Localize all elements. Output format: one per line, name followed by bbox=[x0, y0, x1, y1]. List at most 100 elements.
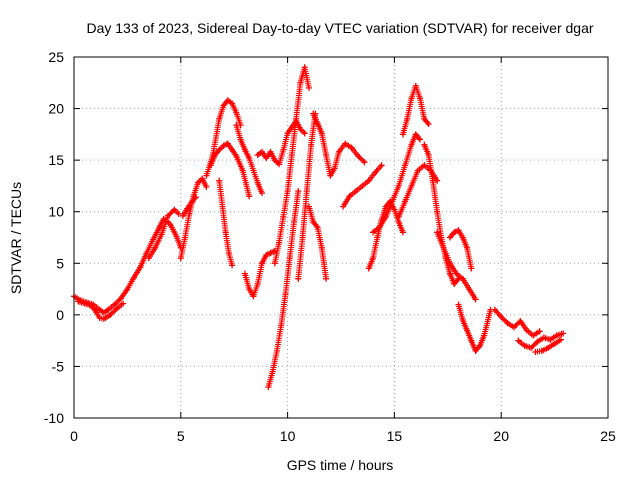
data-point bbox=[472, 347, 479, 354]
data-point bbox=[271, 157, 278, 164]
series-sat-a bbox=[71, 215, 184, 316]
data-point bbox=[558, 336, 565, 343]
data-point bbox=[327, 172, 334, 179]
data-point bbox=[216, 146, 223, 153]
data-point bbox=[222, 229, 229, 236]
data-point bbox=[459, 317, 466, 324]
data-point bbox=[305, 84, 312, 91]
data-point bbox=[310, 110, 317, 117]
data-point bbox=[75, 298, 82, 305]
data-point bbox=[233, 109, 240, 116]
data-point bbox=[81, 300, 88, 307]
data-point bbox=[305, 203, 312, 210]
data-point bbox=[192, 194, 199, 201]
series-sat-m bbox=[271, 64, 312, 267]
data-point bbox=[459, 234, 466, 241]
data-point bbox=[276, 161, 283, 168]
y-axis-title: SDTVAR / TECUs bbox=[8, 182, 24, 294]
data-point bbox=[299, 234, 306, 241]
data-point bbox=[491, 306, 498, 313]
data-point bbox=[241, 270, 248, 277]
data-point bbox=[331, 165, 338, 172]
series-markers-sat-o bbox=[310, 110, 368, 179]
data-point bbox=[536, 328, 543, 335]
data-point bbox=[241, 146, 248, 153]
data-point bbox=[145, 255, 152, 262]
data-point bbox=[370, 255, 377, 262]
series-sat-w bbox=[434, 229, 479, 303]
data-point bbox=[414, 167, 421, 174]
series-sat-s bbox=[370, 131, 424, 236]
series-sat-n bbox=[295, 110, 319, 282]
data-point bbox=[105, 306, 112, 313]
data-point bbox=[211, 151, 218, 158]
data-point bbox=[282, 291, 289, 298]
data-point bbox=[254, 151, 261, 158]
data-point bbox=[455, 301, 462, 308]
series-sat-j bbox=[241, 247, 278, 300]
plot-frame bbox=[73, 56, 609, 419]
data-point bbox=[429, 177, 436, 184]
x-tick-label: 0 bbox=[70, 428, 78, 444]
data-point bbox=[528, 344, 535, 351]
y-tick-label: -5 bbox=[52, 358, 65, 374]
data-point bbox=[220, 102, 227, 109]
data-point bbox=[229, 100, 236, 107]
data-point bbox=[421, 162, 428, 169]
data-point bbox=[376, 224, 383, 231]
data-point bbox=[96, 306, 103, 313]
data-point bbox=[402, 198, 409, 205]
data-point bbox=[284, 188, 291, 195]
data-point bbox=[167, 221, 174, 228]
data-point bbox=[408, 95, 415, 102]
y-tick-label: 0 bbox=[56, 307, 64, 323]
series-markers-sat-n bbox=[295, 110, 319, 282]
data-point bbox=[408, 182, 415, 189]
data-point bbox=[229, 262, 236, 269]
data-point bbox=[265, 384, 272, 391]
series-sat-aa bbox=[515, 330, 567, 351]
data-point bbox=[194, 179, 201, 186]
data-point bbox=[421, 141, 428, 148]
data-point bbox=[203, 183, 210, 190]
data-point bbox=[278, 322, 285, 329]
data-point bbox=[220, 142, 227, 149]
data-point bbox=[459, 275, 466, 282]
data-point bbox=[370, 229, 377, 236]
data-point bbox=[92, 307, 99, 314]
data-point bbox=[395, 213, 402, 220]
data-point bbox=[224, 140, 231, 147]
data-point bbox=[421, 115, 428, 122]
data-point bbox=[186, 210, 193, 217]
data-point bbox=[250, 167, 257, 174]
series-sat-z bbox=[491, 306, 543, 339]
y-tick-label: 15 bbox=[48, 152, 64, 168]
data-point bbox=[219, 203, 226, 210]
data-point bbox=[100, 315, 107, 322]
data-point bbox=[250, 293, 257, 300]
series-sat-ab bbox=[532, 336, 565, 355]
data-point bbox=[229, 146, 236, 153]
data-point bbox=[446, 260, 453, 267]
data-point bbox=[225, 249, 232, 256]
x-tick-label: 20 bbox=[493, 428, 509, 444]
data-point bbox=[267, 249, 274, 256]
data-point bbox=[263, 155, 270, 162]
x-tick-label: 25 bbox=[600, 428, 616, 444]
series-markers-sat-w bbox=[434, 229, 479, 303]
data-point bbox=[111, 301, 118, 308]
data-point bbox=[451, 229, 458, 236]
series-markers-sat-t bbox=[399, 82, 432, 138]
data-point bbox=[150, 236, 157, 243]
series-sat-k bbox=[254, 117, 308, 168]
data-point bbox=[246, 155, 253, 162]
data-point bbox=[297, 79, 304, 86]
series-sat-y bbox=[455, 301, 494, 354]
data-point bbox=[323, 151, 330, 158]
data-point bbox=[404, 115, 411, 122]
series-markers-sat-v bbox=[421, 141, 462, 287]
x-axis-title: GPS time / hours bbox=[287, 457, 394, 473]
data-point bbox=[417, 136, 424, 143]
